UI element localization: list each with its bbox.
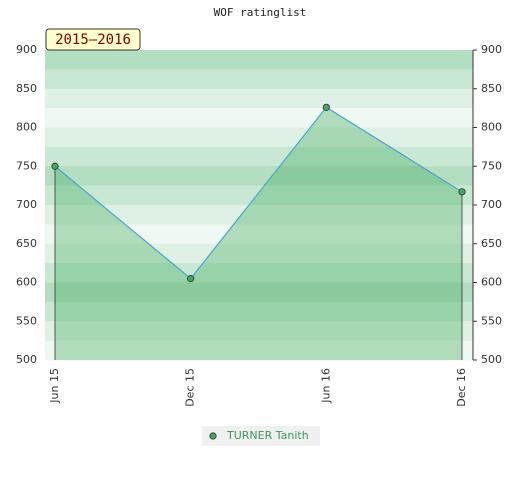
point [187,275,195,283]
y2-tick-label: 500 [481,353,502,366]
x-tick-label: Dec 15 [184,368,197,407]
y2-tick-label: 600 [481,276,502,289]
y-tick-label: 800 [16,121,37,134]
y-tick-label: 900 [16,43,37,56]
y-tick-label: 650 [16,237,37,250]
band [45,108,473,128]
band [45,88,473,109]
y-tick-label: 500 [16,353,37,366]
y2-tick-label: 850 [481,82,502,95]
band [45,69,473,90]
band [45,243,473,264]
chart-title: WOF ratinglist [214,6,307,19]
y-tick-label: 550 [16,314,37,327]
y-tick-label: 750 [16,159,37,172]
line [54,106,463,280]
band [45,321,473,342]
band [45,263,473,283]
legend [202,426,320,446]
y2-tick-label: 550 [481,314,502,327]
band [45,146,473,167]
y-tick-label: 700 [16,198,37,211]
area [55,107,462,360]
band [45,50,473,70]
y2-tick-label: 800 [481,121,502,134]
y2-tick-label: 650 [481,237,502,250]
y2-tick-label: 700 [481,198,502,211]
x-tick-label: Jun 15 [48,368,61,404]
band [45,224,473,245]
y2-tick-label: 750 [481,159,502,172]
background-bands [45,50,473,361]
band [45,185,473,206]
band [45,282,473,303]
band [45,205,473,225]
band [45,301,473,322]
x-tick-label: Dec 16 [455,368,468,407]
plot [51,103,466,360]
legend-label: TURNER Tanith [226,429,309,442]
y2-tick-label: 900 [481,43,502,56]
legend-marker [209,432,217,440]
point [322,103,330,111]
band [45,166,473,187]
y-tick-label: 600 [16,276,37,289]
band [45,340,473,361]
point [458,188,466,196]
y-tick-label: 850 [16,82,37,95]
x-tick-label: Jun 16 [319,368,332,404]
annotation-box [45,28,141,51]
annotation: 2015–2016 [55,32,131,48]
band [45,127,473,148]
point [51,162,59,170]
